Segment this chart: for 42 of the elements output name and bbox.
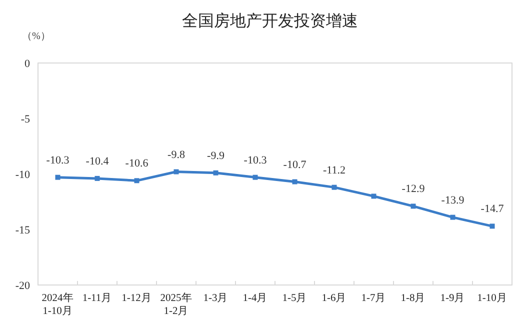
y-tick-label: 0 xyxy=(24,58,30,70)
x-tick-label: 1-3月 xyxy=(203,292,228,304)
x-tick-label: 1-12月 xyxy=(122,292,152,304)
point xyxy=(292,179,298,184)
data-label: -10.6 xyxy=(125,158,149,170)
y-tick-label: -10 xyxy=(15,169,30,181)
point xyxy=(371,194,376,199)
data-label: -9.9 xyxy=(207,150,225,162)
x-tick-label: 1-10月 xyxy=(477,292,508,304)
y-tick-label: -20 xyxy=(15,280,30,292)
data-label: -14.7 xyxy=(480,203,504,216)
point xyxy=(332,184,337,190)
point xyxy=(134,178,140,184)
y-tick-label: -15 xyxy=(15,224,30,236)
point xyxy=(252,174,258,180)
x-tick-label: 2025年 1-2月 xyxy=(160,292,192,318)
x-tick-label: 1-9月 xyxy=(440,292,466,304)
x-tick-label: 1-7月 xyxy=(361,292,386,304)
data-label: -10.3 xyxy=(46,154,70,166)
y-tick-label: -5 xyxy=(20,114,30,126)
point xyxy=(450,214,456,220)
point xyxy=(94,176,100,181)
x-tick-label: 1-8月 xyxy=(400,292,426,304)
point xyxy=(410,204,416,209)
x-tick-label: 1-5月 xyxy=(282,292,308,304)
chart-title: 全国房地产开发投资增速 xyxy=(182,11,358,30)
point xyxy=(55,174,60,180)
x-tick-label: 2024年 1-10月 xyxy=(42,292,74,318)
data-label: -10.3 xyxy=(244,154,268,166)
point xyxy=(174,169,179,174)
data-label: -9.8 xyxy=(168,148,186,161)
data-label: -10.7 xyxy=(283,158,307,171)
data-label: -11.2 xyxy=(322,164,346,176)
y-axis-title: （%） xyxy=(22,31,50,42)
point xyxy=(213,170,218,176)
data-label: -10.4 xyxy=(86,155,110,168)
data-label: -12.9 xyxy=(402,183,426,196)
point xyxy=(490,224,495,229)
x-tick-label: 1-4月 xyxy=(242,292,268,304)
x-tick-label: 1-6月 xyxy=(322,292,347,304)
x-tick-label: 1-11月 xyxy=(82,292,112,304)
data-label: -13.9 xyxy=(441,194,465,206)
